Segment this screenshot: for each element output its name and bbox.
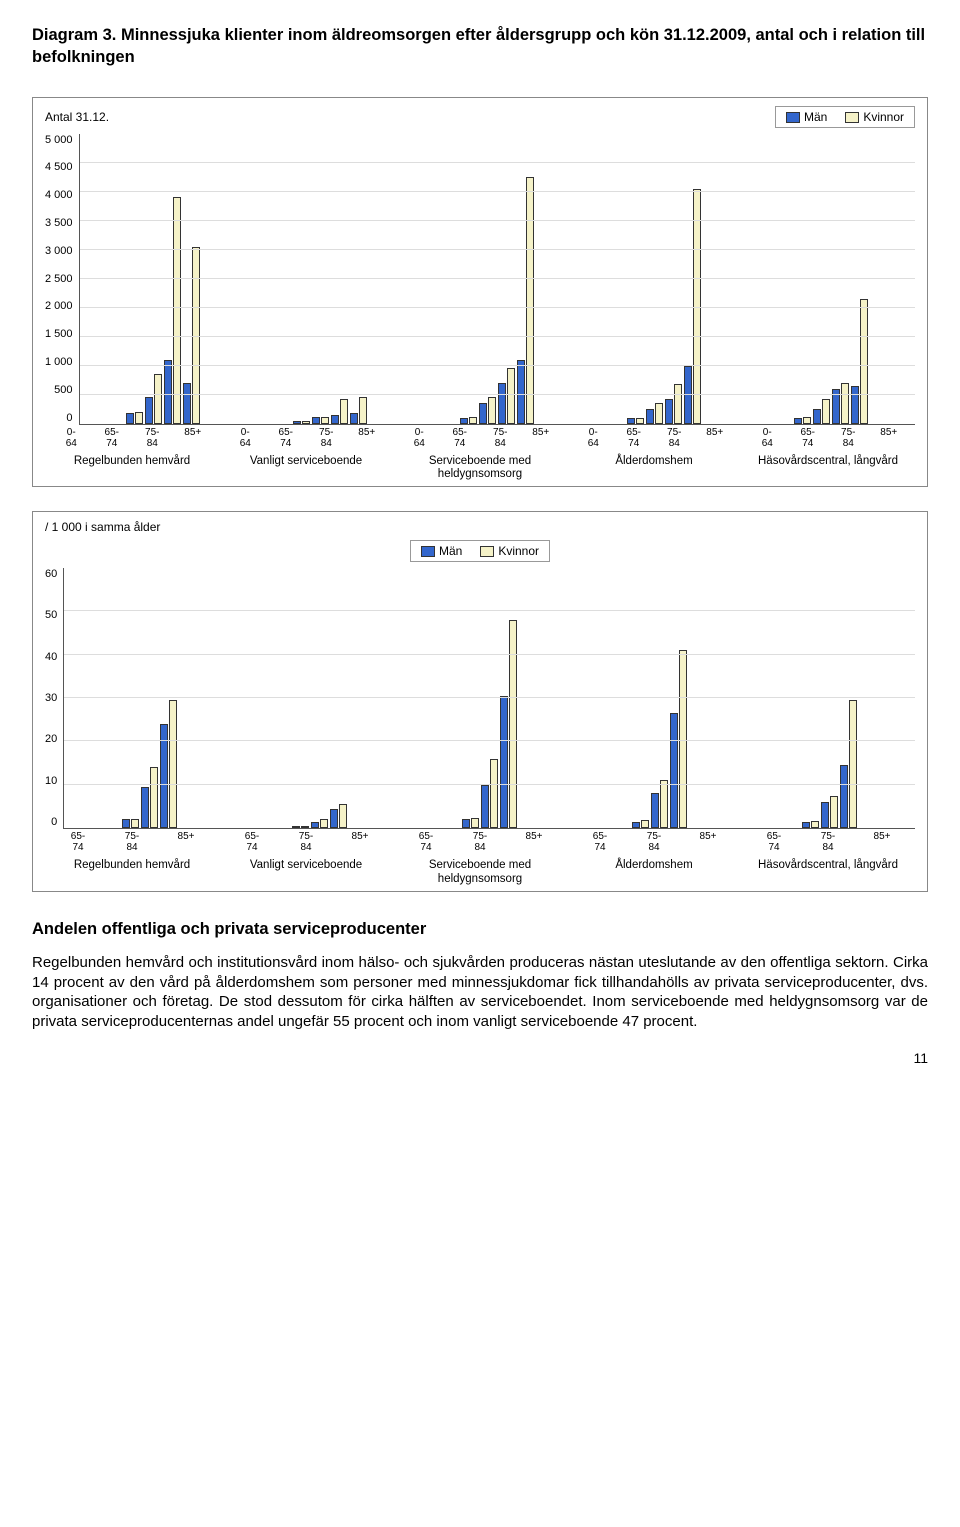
page-number: 11 [32,1050,928,1066]
chart2-yaxis: 6050403020100 [45,568,63,828]
legend-women: Kvinnor [480,544,539,558]
chart2-plot [63,568,915,829]
chart1-ylabel: Antal 31.12. [45,110,109,124]
chart1-plot [79,134,915,425]
legend-women: Kvinnor [845,110,904,124]
chart1-categories: Regelbunden hemvårdVanligt serviceboende… [45,455,915,483]
chart-1: Antal 31.12. Män Kvinnor 5 0004 5004 000… [32,97,928,488]
diagram-title: Diagram 3. Minnessjuka klienter inom äld… [32,24,928,69]
chart2-xticks: 65-7475-8485+65-7475-8485+65-7475-8485+6… [45,831,915,853]
chart1-legend: Män Kvinnor [775,106,915,128]
chart2-legend: Män Kvinnor [410,540,550,562]
legend-men: Män [786,110,827,124]
chart-2: / 1 000 i samma ålder Män Kvinnor 605040… [32,511,928,892]
legend-men: Män [421,544,462,558]
chart1-xticks: 0-6465-7475-8485+0-6465-7475-8485+0-6465… [45,427,915,449]
chart1-yaxis: 5 0004 5004 0003 5003 0002 5002 0001 500… [45,134,79,424]
chart2-ylabel: / 1 000 i samma ålder [45,520,160,534]
chart2-categories: Regelbunden hemvårdVanligt serviceboende… [45,859,915,887]
body-paragraph: Regelbunden hemvård och institutionsvård… [32,953,928,1032]
section-heading: Andelen offentliga och privata servicepr… [32,920,928,939]
